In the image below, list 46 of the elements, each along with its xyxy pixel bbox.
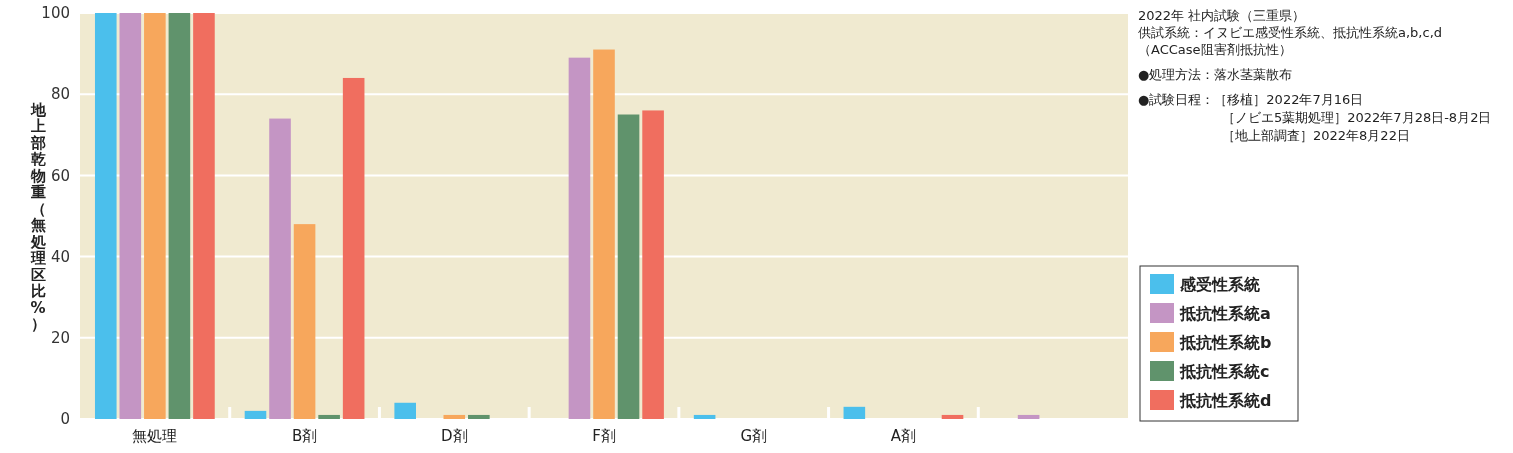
- bar: [293, 224, 316, 419]
- x-tick-label: A剤: [890, 427, 917, 445]
- legend-label: 抵抗性系統d: [1179, 390, 1272, 410]
- legend-label: 抵抗性系統b: [1179, 332, 1272, 352]
- x-tick-label: F剤: [592, 427, 616, 445]
- text: （ACCase阻害剤抵抗性）: [1138, 42, 1292, 57]
- bar: [269, 118, 291, 419]
- y-tick-label: 60: [50, 166, 70, 185]
- bar: [193, 13, 215, 419]
- bar: [568, 57, 591, 419]
- bar: [941, 414, 964, 419]
- bar: [843, 406, 866, 419]
- x-tick-label: G剤: [740, 427, 768, 445]
- bar: [642, 110, 664, 419]
- y-tick-label: 80: [50, 85, 70, 104]
- x-tick-label: B剤: [291, 427, 318, 445]
- y-tick-label: 0: [60, 410, 70, 429]
- y-tick-label: 20: [50, 329, 70, 348]
- bar: [468, 414, 490, 419]
- text: 地上部乾物重（無処理区比%）: [30, 100, 46, 333]
- bar: [1017, 414, 1040, 419]
- bar: [394, 402, 416, 419]
- bar: [244, 410, 267, 419]
- x-tick-label: 無処理: [132, 427, 178, 445]
- bar: [593, 49, 615, 419]
- x-tick-label: D剤: [441, 427, 468, 445]
- text: ●処理方法：落水茎葉散布: [1138, 67, 1293, 82]
- text: ［ノビエ5葉期処理］2022年7月28日-8月2日: [1222, 110, 1492, 125]
- bar: [342, 77, 365, 419]
- bar: [144, 13, 166, 419]
- text: 供試系統：イヌビエ感受性系統、抵抗性系統a,b,c,d: [1138, 25, 1443, 40]
- text: 2022年 社内試験（三重県）: [1138, 8, 1306, 23]
- text: ［地上部調査］2022年8月22日: [1222, 128, 1410, 143]
- legend-label: 抵抗性系統a: [1179, 303, 1271, 323]
- bar: [443, 414, 466, 419]
- bar: [119, 13, 142, 419]
- text: ●試験日程：［移植］2022年7月16日: [1138, 92, 1364, 107]
- bar: [693, 414, 716, 419]
- y-tick-label: 100: [41, 4, 70, 23]
- legend-label: 感受性系統: [1179, 274, 1260, 294]
- bar: [168, 13, 191, 419]
- bar: [617, 114, 640, 419]
- legend-label: 抵抗性系統c: [1179, 361, 1270, 381]
- y-tick-label: 40: [50, 247, 70, 266]
- bar: [318, 414, 340, 419]
- bar: [94, 13, 117, 419]
